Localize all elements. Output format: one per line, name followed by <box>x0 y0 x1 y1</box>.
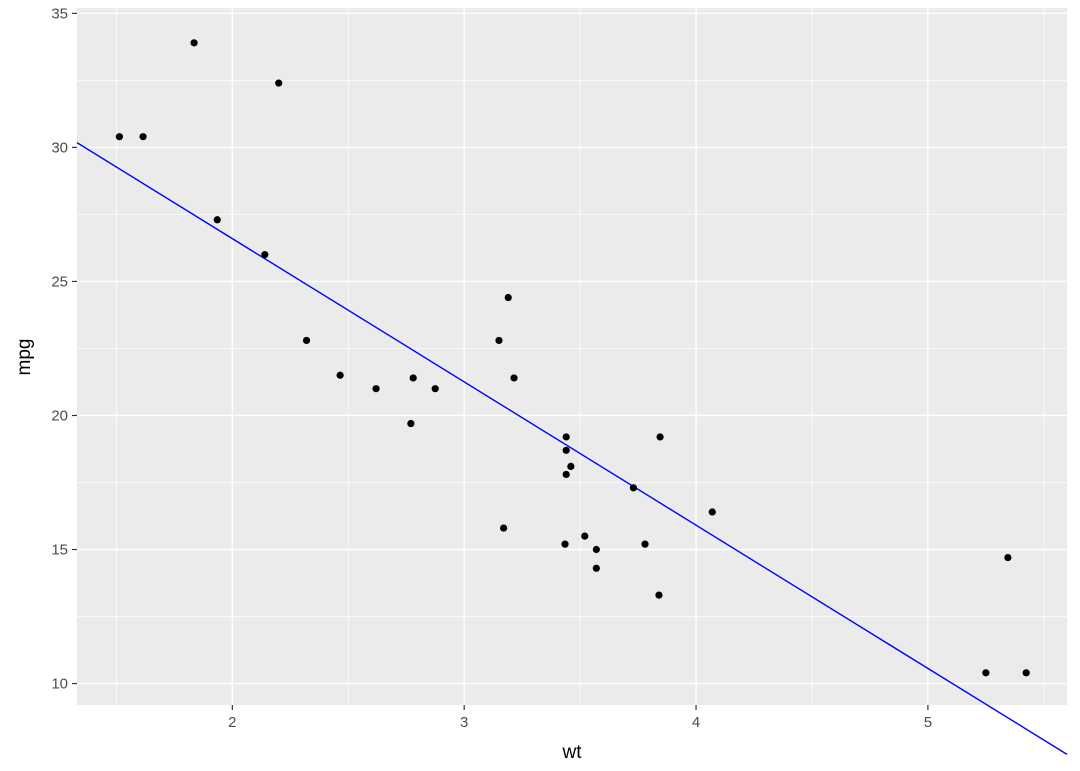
minor-gridlines <box>77 8 1067 705</box>
x-tick-label: 4 <box>692 714 700 731</box>
data-points <box>115 39 1030 677</box>
data-point <box>431 385 439 393</box>
data-point <box>302 336 311 345</box>
data-point <box>562 470 570 479</box>
data-point <box>562 433 570 441</box>
data-point <box>561 540 569 548</box>
x-axis-title: wt <box>562 742 583 763</box>
regression-layer <box>76 142 1068 755</box>
data-point <box>504 293 512 302</box>
data-point <box>336 371 344 379</box>
major-gridlines <box>77 8 1067 705</box>
data-point <box>567 462 575 471</box>
y-tick-label: 15 <box>51 542 68 559</box>
data-point <box>581 532 589 540</box>
x-tick-labels: 2 3 4 5 <box>228 714 932 731</box>
data-point <box>656 433 664 441</box>
y-tick-label: 30 <box>51 139 68 156</box>
y-tick-label: 35 <box>51 5 68 22</box>
regression-line <box>76 142 1068 755</box>
y-tick-label: 20 <box>51 407 68 424</box>
data-point <box>275 79 283 87</box>
data-point <box>495 336 503 345</box>
data-point <box>982 669 990 677</box>
data-point <box>1022 669 1030 677</box>
data-point <box>407 419 415 428</box>
data-point <box>592 564 600 572</box>
data-point <box>708 508 716 516</box>
data-point <box>409 374 417 382</box>
data-point <box>655 591 663 599</box>
data-point <box>641 540 649 548</box>
x-tick-label: 5 <box>924 714 932 731</box>
data-point <box>190 39 198 47</box>
x-tick-label: 3 <box>460 714 468 731</box>
data-point <box>139 133 147 141</box>
data-point <box>261 251 269 259</box>
x-tick-label: 2 <box>228 714 236 731</box>
y-tick-label: 25 <box>51 273 68 290</box>
data-point <box>500 524 508 532</box>
plot-panel <box>77 8 1067 705</box>
data-point <box>372 385 380 393</box>
y-tick-labels: 10 15 20 25 30 35 <box>51 5 68 692</box>
axis-ticks <box>72 12 929 710</box>
data-point <box>213 216 221 224</box>
data-point <box>562 446 570 454</box>
y-axis-title: mpg <box>14 339 35 376</box>
data-point <box>115 133 124 141</box>
data-point <box>1004 553 1012 562</box>
data-point <box>629 484 638 492</box>
data-point <box>510 374 518 382</box>
data-point <box>592 545 600 554</box>
y-tick-label: 10 <box>51 676 68 693</box>
